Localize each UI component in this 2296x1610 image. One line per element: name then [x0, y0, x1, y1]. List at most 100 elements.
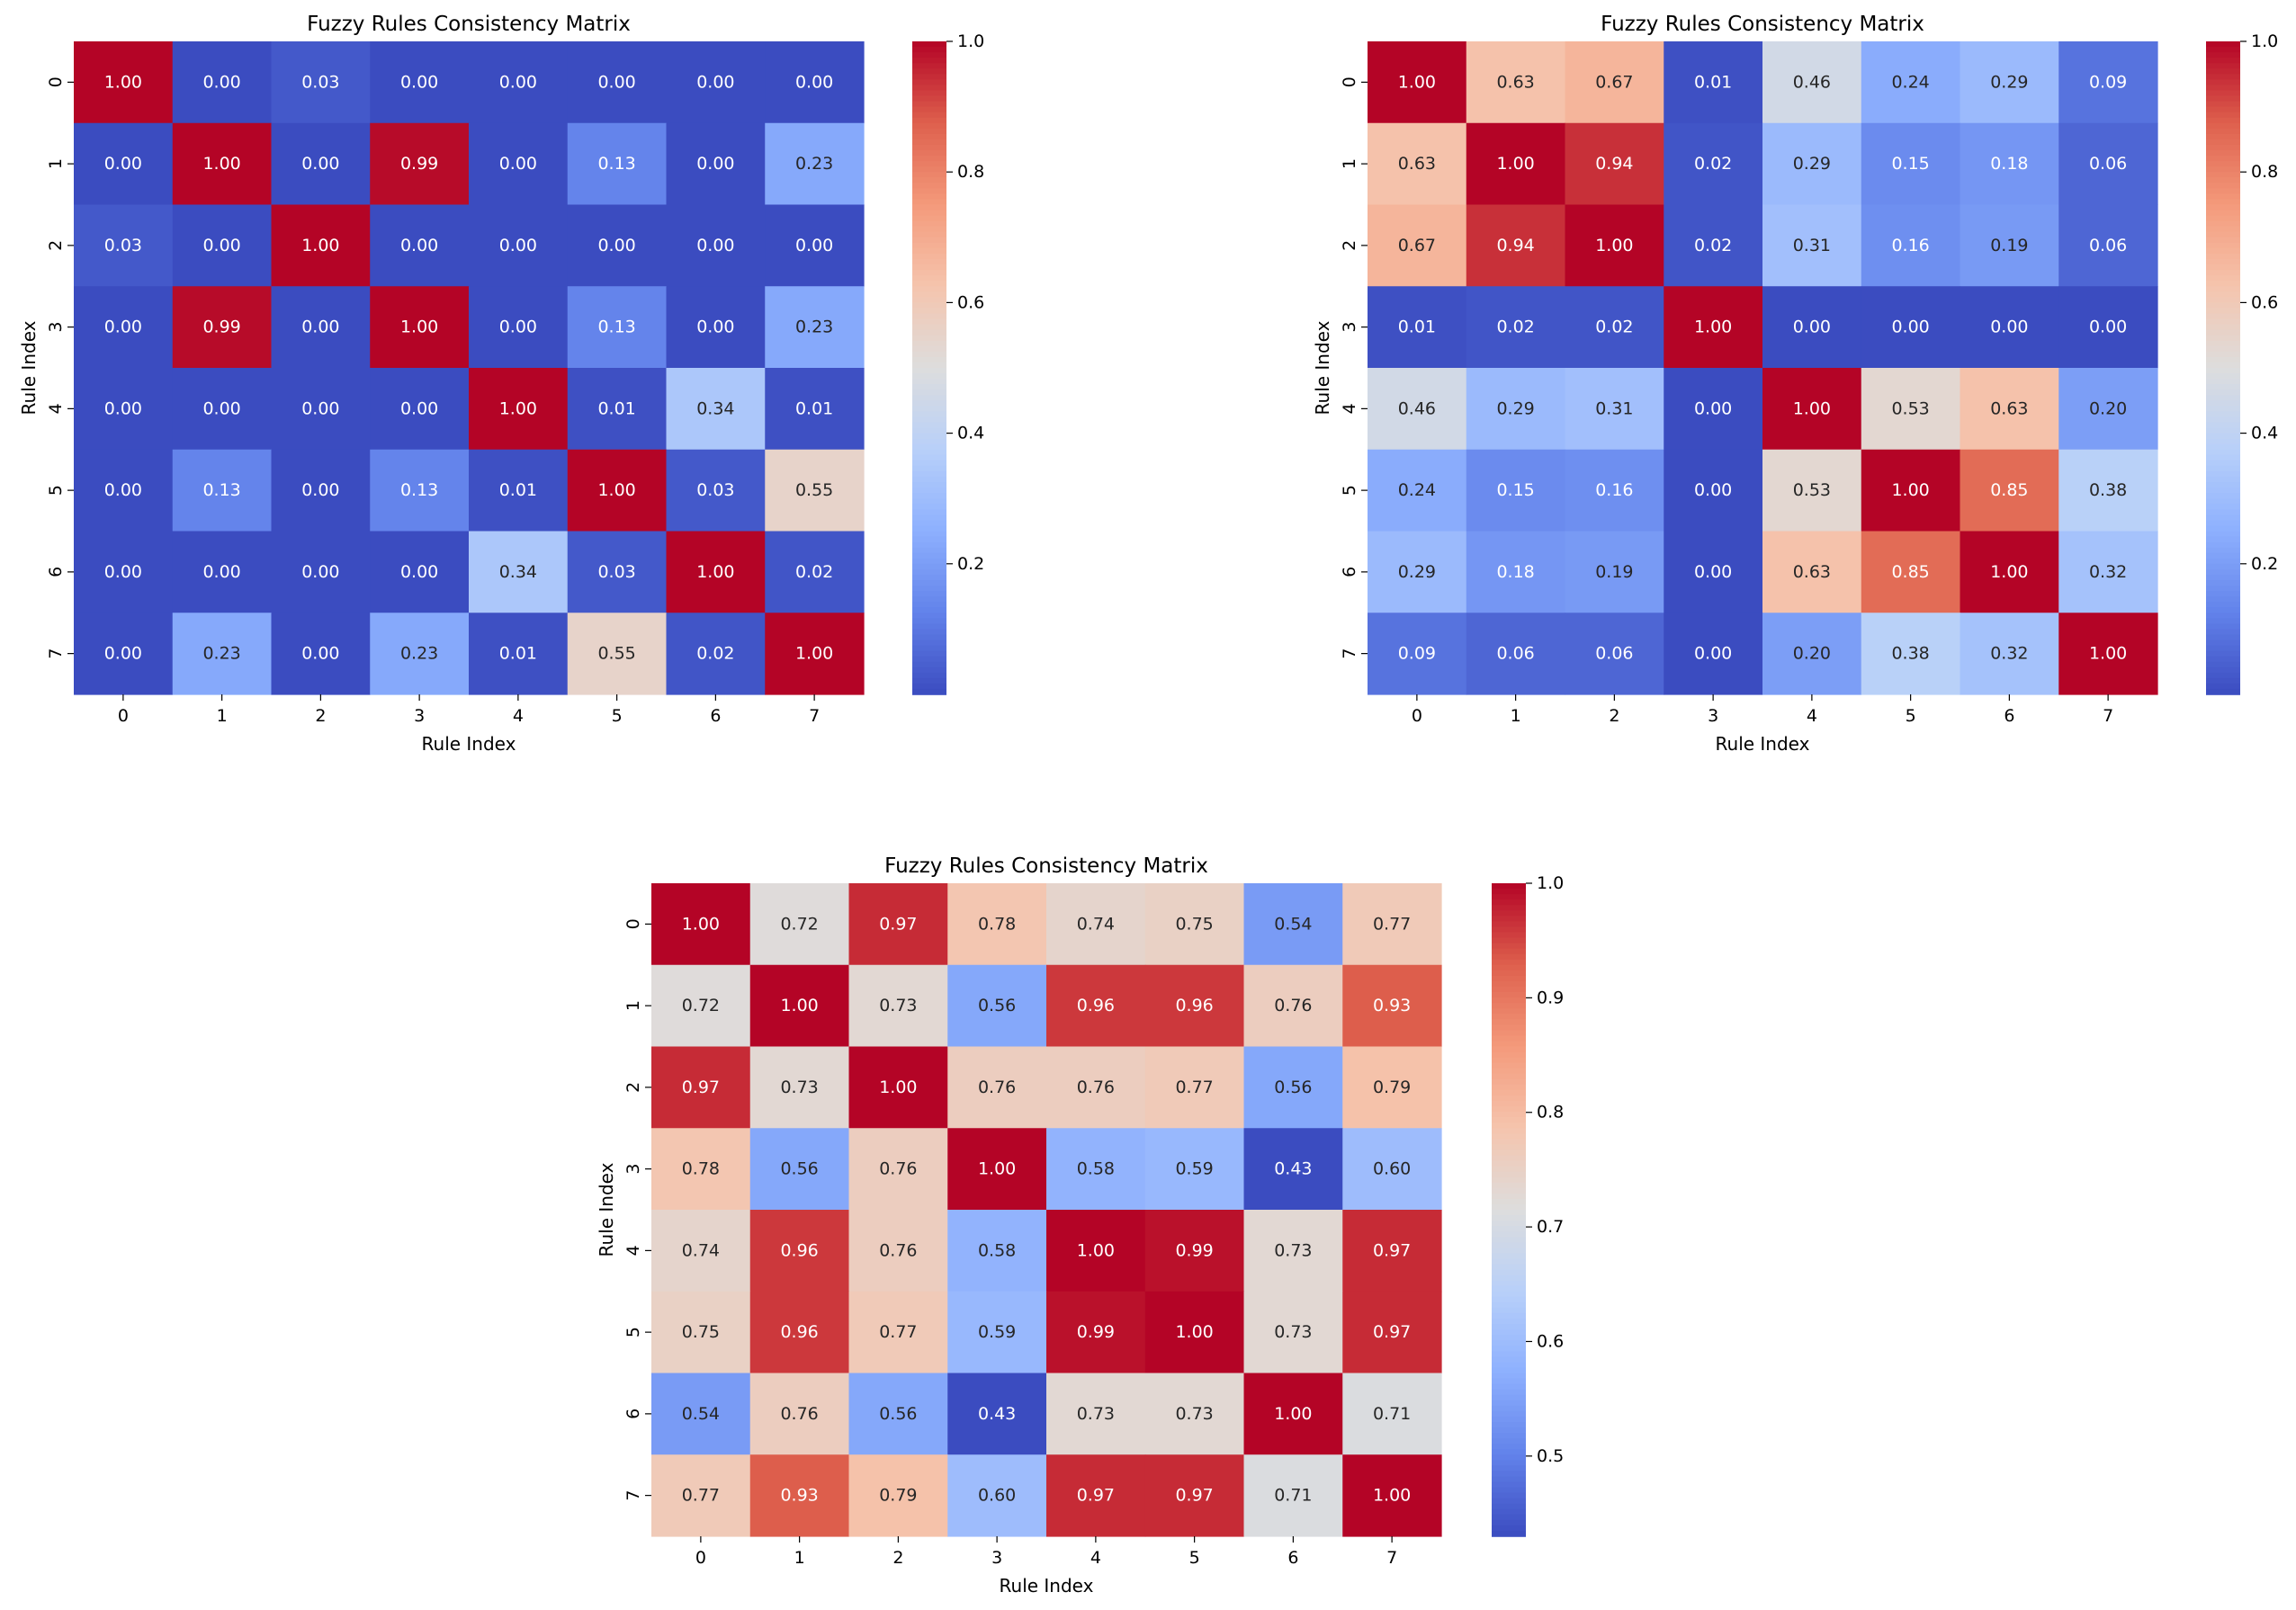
colorbar-segment	[2206, 68, 2240, 76]
cell-value-label: 0.00	[301, 318, 339, 337]
heatmap-cell	[1144, 1128, 1245, 1211]
colorbar-segment	[912, 683, 946, 690]
colorbar-segment	[912, 193, 946, 201]
x-tick-label: 5	[612, 706, 623, 726]
heatmap-cell	[74, 204, 174, 287]
colorbar-segment	[912, 139, 946, 146]
cell-value-label: 0.00	[400, 398, 438, 418]
cell-value-label: 0.76	[879, 1159, 917, 1179]
colorbar-segment	[912, 90, 946, 97]
colorbar-segment	[1492, 1301, 1526, 1309]
heatmap-cell	[1046, 1291, 1146, 1374]
colorbar-segment	[1492, 932, 1526, 939]
heatmap-cell	[1960, 204, 2059, 287]
colorbar-segment	[2206, 183, 2240, 190]
cell-value-label: 0.00	[1891, 318, 1929, 337]
cell-value-label: 0.56	[780, 1159, 818, 1179]
cell-value-label: 0.02	[1694, 154, 1732, 174]
colorbar-segment	[1492, 1112, 1526, 1118]
colorbar-segment	[1492, 1073, 1526, 1080]
heatmap-cell	[1046, 1454, 1146, 1537]
x-tick-label: 7	[809, 706, 820, 726]
cell-value-label: 1.00	[696, 562, 734, 582]
colorbar-segment	[2206, 525, 2240, 532]
colorbar-segment	[1492, 1057, 1526, 1064]
cell-value-label: 0.58	[1077, 1159, 1115, 1179]
colorbar-segment	[1492, 1438, 1526, 1445]
y-tick-label: 1	[46, 158, 66, 169]
heatmap-cell	[567, 613, 668, 695]
heatmap-cell	[469, 531, 569, 613]
x-tick-label: 0	[118, 706, 129, 726]
heatmap-cell	[172, 204, 273, 287]
colorbar-segment	[912, 443, 946, 451]
colorbar-segment	[912, 427, 946, 434]
colorbar-segment	[1492, 1291, 1526, 1298]
colorbar-tick-label: 0.2	[2251, 554, 2278, 574]
colorbar-segment	[2206, 672, 2240, 679]
cell-value-label: 0.03	[597, 562, 635, 582]
colorbar-segment	[1492, 970, 1526, 977]
colorbar-tick-label: 0.6	[1537, 1331, 1564, 1351]
colorbar-segment	[912, 231, 946, 238]
colorbar-tick-label: 0.6	[2251, 292, 2278, 312]
colorbar-segment	[2206, 128, 2240, 135]
colorbar-segment	[912, 563, 946, 570]
colorbar-segment	[2206, 259, 2240, 265]
colorbar-segment	[1492, 953, 1526, 961]
colorbar-segment	[2206, 95, 2240, 103]
cell-value-label: 0.76	[1274, 996, 1312, 1015]
colorbar-segment	[912, 531, 946, 538]
colorbar-segment	[2206, 297, 2240, 304]
colorbar-segment	[1492, 1166, 1526, 1173]
cell-value-label: 0.15	[1496, 480, 1534, 500]
colorbar-segment	[912, 122, 946, 130]
cell-value-label: 1.00	[1077, 1240, 1115, 1260]
cell-value-label: 0.99	[400, 154, 438, 174]
cell-value-label: 0.00	[400, 236, 438, 255]
cell-value-label: 0.06	[2089, 154, 2127, 174]
colorbar-segment	[1492, 1144, 1526, 1151]
y-tick-label: 3	[623, 1164, 643, 1175]
colorbar-segment	[2206, 204, 2240, 211]
cell-value-label: 0.00	[696, 72, 734, 92]
cell-value-label: 0.73	[1274, 1322, 1312, 1342]
x-tick-label: 0	[1412, 706, 1422, 726]
colorbar-segment	[2206, 264, 2240, 271]
y-tick-label: 5	[623, 1327, 643, 1337]
colorbar-segment	[2206, 400, 2240, 407]
cell-value-label: 0.76	[879, 1240, 917, 1260]
cell-value-label: 0.63	[1793, 562, 1831, 582]
colorbar-segment	[2206, 470, 2240, 478]
heatmap-cell	[1664, 368, 1763, 451]
colorbar-segment	[912, 161, 946, 167]
cell-value-label: 0.79	[879, 1486, 917, 1506]
colorbar-segment	[2206, 226, 2240, 233]
colorbar-tick-label: 0.7	[1537, 1217, 1564, 1237]
colorbar-segment	[912, 166, 946, 173]
colorbar-tick-label: 1.0	[1537, 873, 1564, 893]
colorbar-segment	[1492, 964, 1526, 971]
colorbar-segment	[1492, 1171, 1526, 1178]
colorbar-segment	[912, 460, 946, 467]
colorbar-segment	[1492, 1117, 1526, 1123]
colorbar-segment	[2206, 172, 2240, 179]
colorbar-segment	[912, 520, 946, 527]
colorbar-segment	[2206, 351, 2240, 358]
heatmap-cell	[370, 41, 470, 124]
heatmap-cell	[1466, 368, 1566, 451]
heatmap-cell	[370, 531, 470, 613]
colorbar-segment	[912, 677, 946, 684]
colorbar-segment	[2206, 368, 2240, 374]
y-axis-label: Rule Index	[596, 1162, 617, 1257]
colorbar-segment	[2206, 210, 2240, 217]
heatmap-cell	[848, 1454, 948, 1537]
x-axis-label: Rule Index	[1000, 1575, 1094, 1597]
cell-value-label: 0.96	[1077, 996, 1115, 1015]
colorbar-segment	[2206, 231, 2240, 238]
y-axis-label: Rule Index	[18, 320, 40, 415]
heatmap-cell	[1243, 1291, 1343, 1374]
colorbar-segment	[912, 302, 946, 309]
heatmap-cell	[469, 286, 569, 369]
cell-value-label: 0.00	[301, 154, 339, 174]
